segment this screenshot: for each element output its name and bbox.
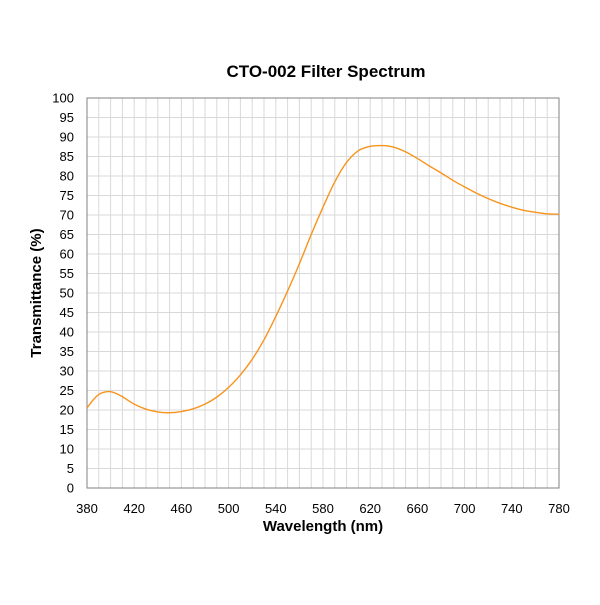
- x-tick-label: 540: [265, 501, 287, 516]
- y-tick-label: 10: [60, 442, 74, 457]
- y-tick-labels: 0 5 10 15 20 25 30 35 40 45 50 55 60 65 70 75 80 85 90 95 10…: [52, 91, 74, 496]
- x-tick-label: 660: [407, 501, 429, 516]
- y-tick-label: 25: [60, 383, 74, 398]
- y-tick-label: 15: [60, 422, 74, 437]
- y-tick-label: 55: [60, 266, 74, 281]
- x-tick-label: 740: [501, 501, 523, 516]
- y-tick-label: 45: [60, 305, 74, 320]
- y-tick-label: 50: [60, 286, 74, 301]
- y-tick-label: 70: [60, 208, 74, 223]
- y-tick-label: 95: [60, 110, 74, 125]
- x-tick-label: 580: [312, 501, 334, 516]
- y-tick-label: 65: [60, 227, 74, 242]
- x-tick-label: 420: [123, 501, 145, 516]
- x-tick-label: 380: [76, 501, 98, 516]
- y-tick-label: 75: [60, 188, 74, 203]
- y-tick-label: 80: [60, 169, 74, 184]
- y-tick-label: 0: [67, 481, 74, 496]
- x-tick-label: 460: [171, 501, 193, 516]
- x-tick-label: 780: [548, 501, 570, 516]
- plot-frame: [86, 97, 560, 489]
- chart-title: CTO-002 Filter Spectrum: [226, 62, 425, 81]
- transmittance-series-line: [86, 144, 560, 414]
- x-tick-label: 700: [454, 501, 476, 516]
- y-axis-title: Transmittance (%): [28, 228, 45, 357]
- x-tick-label: 620: [359, 501, 381, 516]
- x-tick-labels: 380 420 460 500 540 580 620 660 700 740 780: [76, 501, 570, 516]
- series-layer: [86, 144, 560, 414]
- y-tick-label: 85: [60, 149, 74, 164]
- y-tick-label: 60: [60, 247, 74, 262]
- x-axis-title: Wavelength (nm): [263, 518, 383, 535]
- y-tick-label: 90: [60, 130, 74, 145]
- y-tick-label: 30: [60, 364, 74, 379]
- grid: [87, 98, 559, 488]
- y-tick-label: 40: [60, 325, 74, 340]
- y-tick-label: 5: [67, 461, 74, 476]
- y-tick-label: 35: [60, 344, 74, 359]
- y-tick-label: 20: [60, 403, 74, 418]
- x-tick-label: 500: [218, 501, 240, 516]
- y-tick-label: 100: [52, 91, 74, 106]
